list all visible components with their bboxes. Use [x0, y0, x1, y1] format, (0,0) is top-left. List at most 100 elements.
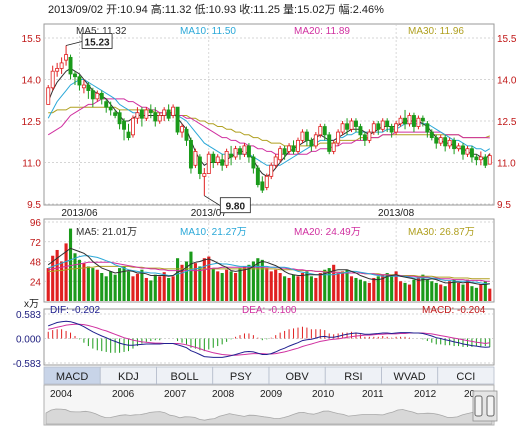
candle-body	[407, 115, 412, 125]
candle	[313, 132, 318, 149]
price-y-tick-right: 11.0	[497, 159, 516, 170]
tab-kdj[interactable]: KDJ	[99, 366, 157, 385]
volume-bar	[287, 277, 291, 301]
candle	[131, 115, 135, 138]
candle-body	[349, 120, 354, 130]
volume-bar	[140, 269, 144, 301]
volume-bar	[167, 277, 171, 301]
volume-bar	[184, 261, 189, 301]
candle	[144, 107, 149, 121]
candle-body	[389, 126, 394, 133]
candle	[166, 104, 171, 121]
tab-obv[interactable]: OBV	[268, 366, 326, 385]
tab-cci[interactable]: CCI	[437, 366, 495, 385]
candle-body	[452, 139, 457, 150]
macd-lines	[48, 320, 490, 358]
volume-unit: x万	[24, 299, 39, 310]
price-y-tick-left: 12.5	[22, 117, 42, 128]
volume-bar	[176, 258, 180, 301]
price-x-tick: 2013/08	[378, 208, 415, 219]
candle	[478, 151, 483, 166]
candle-body	[171, 106, 176, 116]
candle-body	[59, 62, 64, 69]
candle-body	[46, 87, 51, 105]
tab-background	[437, 366, 495, 385]
macd-legend-item: DEA: -0.100	[242, 305, 297, 316]
candle	[487, 153, 492, 165]
volume-bar	[461, 284, 465, 301]
volume-bar	[77, 259, 82, 301]
candle-body	[188, 139, 193, 169]
timeline-range-handle[interactable]	[472, 390, 498, 422]
tab-psy[interactable]: PSY	[212, 366, 270, 385]
volume-bar	[51, 255, 55, 301]
timeline-handle-right[interactable]	[486, 395, 495, 417]
price-x-tick: 2013/07	[191, 208, 228, 219]
candle-body	[220, 159, 225, 166]
candle-body	[345, 123, 350, 130]
volume-bar	[256, 258, 260, 301]
volume-bar	[448, 281, 452, 301]
candle	[269, 162, 274, 180]
candle	[68, 54, 73, 80]
candle	[443, 134, 448, 152]
candle-body	[238, 148, 242, 155]
volume-bar	[345, 269, 349, 301]
candle-body	[86, 84, 91, 91]
tab-boll[interactable]: BOLL	[156, 366, 214, 385]
candle-body	[278, 148, 283, 161]
volume-bar	[349, 276, 354, 301]
candle	[447, 137, 452, 149]
candle	[331, 140, 336, 155]
tab-label: PSY	[230, 371, 253, 383]
candle	[425, 121, 430, 138]
tab-rsi[interactable]: RSI	[324, 366, 382, 385]
candle-body	[367, 131, 372, 141]
candle	[215, 154, 220, 166]
price-y-tick-left: 15.5	[22, 34, 42, 45]
timeline-handle-left[interactable]	[474, 395, 483, 417]
candle	[197, 154, 202, 180]
volume-ma-lines	[47, 247, 490, 285]
tab-wvad[interactable]: WVAD	[381, 366, 439, 385]
price-gridlines	[44, 24, 494, 205]
volume-bar	[260, 259, 264, 301]
volume-bar	[439, 284, 443, 301]
candle-body	[206, 153, 211, 174]
price-candles	[46, 45, 492, 196]
volume-bar	[296, 276, 300, 301]
volume-bar	[456, 282, 461, 301]
volume-bar	[399, 281, 403, 301]
candle-body	[273, 156, 278, 166]
volume-bar	[278, 273, 282, 301]
candle-body	[50, 70, 55, 89]
volume-bar	[55, 249, 59, 301]
candle-body	[144, 109, 149, 119]
volume-bar	[113, 274, 117, 301]
volume-bar	[68, 228, 73, 301]
candle	[122, 118, 127, 141]
tab-macd[interactable]: MACD	[43, 366, 101, 385]
candle-body	[465, 148, 470, 155]
candle	[260, 176, 265, 193]
volume-bar	[372, 277, 376, 301]
candle-body	[340, 123, 345, 133]
volume-bar	[385, 273, 389, 301]
candle	[380, 118, 385, 133]
volume-bar	[488, 288, 492, 301]
volume-bar	[332, 264, 336, 301]
candle-body	[139, 109, 144, 119]
ma20-line	[47, 98, 490, 155]
candle-body	[166, 109, 171, 119]
annotation-box	[81, 33, 113, 49]
candle-body	[313, 134, 318, 147]
candle-body	[318, 126, 323, 136]
volume-bar	[220, 273, 224, 301]
volume-bar	[412, 279, 416, 301]
volume-y-tick: 72	[30, 238, 42, 249]
price-annotations: 15.23 9.80	[65, 33, 251, 214]
volume-bar	[247, 264, 251, 301]
price-legend-item: MA20: 11.89	[294, 26, 350, 37]
candle	[291, 140, 296, 155]
volume-bar	[291, 274, 296, 301]
